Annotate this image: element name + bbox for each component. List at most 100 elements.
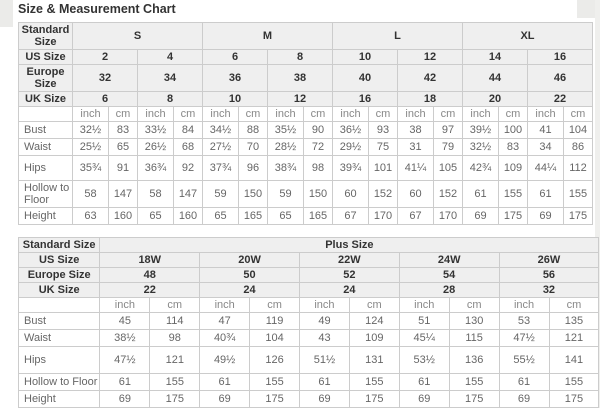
measurement-value-cell: 135 xyxy=(548,312,600,330)
unit-cell-cm: cm xyxy=(303,106,333,122)
measurement-value-cell: 55½ xyxy=(498,346,550,374)
size-group-cell: L xyxy=(332,22,463,50)
measurement-value-cell: 61 xyxy=(199,373,251,391)
measurement-value-cell: 32½ xyxy=(462,138,499,156)
unit-cell-cm: cm xyxy=(238,106,268,122)
measurement-value-cell: 90 xyxy=(303,121,333,139)
measurement-value-cell: 79 xyxy=(433,138,463,156)
measurement-value-cell: 61 xyxy=(498,373,550,391)
measurement-value-cell: 69 xyxy=(398,390,450,408)
size-value-cell: 24 xyxy=(199,282,300,298)
size-value-cell: 16 xyxy=(527,49,593,65)
size-value-cell: 10 xyxy=(332,49,398,65)
measurement-value-cell: 61 xyxy=(462,180,499,208)
measurement-value-cell: 38 xyxy=(397,121,434,139)
size-group-cell: XL xyxy=(462,22,593,50)
size-row-label: Europe Size xyxy=(18,64,73,92)
measurement-value-cell: 136 xyxy=(448,346,500,374)
unit-cell-cm: cm xyxy=(249,297,300,313)
measurement-value-cell: 34½ xyxy=(202,121,239,139)
measurement-value-cell: 36¾ xyxy=(137,155,174,181)
measurement-row: Waist 25½ 65 26½ 68 27½ 70 28½ 72 29½ 75 31 79 32½ 83 3… xyxy=(18,138,593,156)
measurement-value-cell: 152 xyxy=(433,180,463,208)
measurement-value-cell: 60 xyxy=(332,180,369,208)
unit-cell-cm: cm xyxy=(368,106,398,122)
size-value-cell: 8 xyxy=(137,91,203,107)
measurement-label: Waist xyxy=(18,138,73,156)
measurement-label: Hollow to Floor xyxy=(18,180,73,208)
measurement-value-cell: 65 xyxy=(202,207,239,225)
measurement-value-cell: 119 xyxy=(249,312,300,330)
size-row: Europe Size 32 34 36 38 40 42 44 46 xyxy=(18,64,593,92)
measurement-value-cell: 114 xyxy=(149,312,201,330)
measurement-value-cell: 93 xyxy=(368,121,398,139)
size-value-cell: 10 xyxy=(202,91,268,107)
measurement-value-cell: 147 xyxy=(108,180,138,208)
measurement-value-cell: 100 xyxy=(498,121,528,139)
measurement-value-cell: 91 xyxy=(108,155,138,181)
measurement-value-cell: 36½ xyxy=(332,121,369,139)
size-value-cell: 4 xyxy=(137,49,203,65)
measurement-row: Bust 32½ 83 33½ 84 34½ 88 35½ 90 36½ 93 38 97 39½ 100 4… xyxy=(18,121,593,139)
measurement-value-cell: 27½ xyxy=(202,138,239,156)
measurement-value-cell: 59 xyxy=(267,180,304,208)
corner-label-cell: Standard Size xyxy=(17,237,101,253)
size-value-cell: 32 xyxy=(498,282,600,298)
unit-row: inch cm inch cm inch cm inch cm inch cm inch cm inch… xyxy=(18,106,593,122)
size-value-cell: 16 xyxy=(332,91,398,107)
measurement-value-cell: 49 xyxy=(298,312,350,330)
measurement-row: Hollow to Floor 58 147 58 147 59 150 59 150 60 152… xyxy=(18,180,593,208)
unit-cell-inch: inch xyxy=(137,106,174,122)
unit-cell-cm: cm xyxy=(173,106,203,122)
size-value-cell: 22 xyxy=(99,282,201,298)
unit-cell-cm: cm xyxy=(448,297,500,313)
measurement-label: Height xyxy=(18,207,73,225)
size-value-cell: 22 xyxy=(527,91,593,107)
measurement-value-cell: 150 xyxy=(238,180,268,208)
measurement-value-cell: 98 xyxy=(303,155,333,181)
measurement-row: Hips 47½ 121 49½ 126 51½ 131 53½ 136 55½ 141 xyxy=(17,346,600,374)
measurement-value-cell: 96 xyxy=(238,155,268,181)
measurement-value-cell: 175 xyxy=(448,390,500,408)
measurement-value-cell: 42¾ xyxy=(462,155,499,181)
measurement-value-cell: 175 xyxy=(498,207,528,225)
size-value-cell: 2 xyxy=(72,49,138,65)
unit-cell-cm: cm xyxy=(108,106,138,122)
measurement-value-cell: 43 xyxy=(298,329,350,347)
measurement-value-cell: 104 xyxy=(249,329,300,347)
unit-cell-cm: cm xyxy=(149,297,201,313)
measurement-value-cell: 41¼ xyxy=(397,155,434,181)
measurement-row: Waist 38½ 98 40¾ 104 43 109 45¼ 115 47½ 121 xyxy=(17,329,600,347)
size-value-cell: 52 xyxy=(298,267,400,283)
measurement-value-cell: 88 xyxy=(238,121,268,139)
measurement-value-cell: 61 xyxy=(527,180,564,208)
measurement-value-cell: 29½ xyxy=(332,138,369,156)
size-row: UK Size 22 24 24 28 32 xyxy=(17,282,600,298)
measurement-value-cell: 152 xyxy=(368,180,398,208)
size-value-cell: 36 xyxy=(202,64,268,92)
size-value-cell: 12 xyxy=(267,91,333,107)
measurement-label: Hips xyxy=(17,346,101,374)
unit-cell-cm: cm xyxy=(563,106,593,122)
size-value-cell: 6 xyxy=(202,49,268,65)
corner-label-cell: Standard Size xyxy=(18,22,73,50)
measurement-value-cell: 109 xyxy=(348,329,400,347)
unit-cell-inch: inch xyxy=(298,297,350,313)
page-title: Size & Measurement Chart xyxy=(18,2,176,16)
size-row-label: UK Size xyxy=(18,91,73,107)
measurement-label: Hollow to Floor xyxy=(17,373,101,391)
measurement-value-cell: 83 xyxy=(498,138,528,156)
size-group-row: Standard Size S M L XL xyxy=(18,22,593,50)
measurement-label: Bust xyxy=(17,312,101,330)
measurement-value-cell: 155 xyxy=(348,373,400,391)
measurement-value-cell: 58 xyxy=(72,180,109,208)
measurement-value-cell: 39½ xyxy=(462,121,499,139)
page-edge-top-left xyxy=(0,0,13,27)
measurement-value-cell: 124 xyxy=(348,312,400,330)
measurement-value-cell: 53½ xyxy=(398,346,450,374)
size-value-cell: 24 xyxy=(298,282,400,298)
measurement-value-cell: 75 xyxy=(368,138,398,156)
measurement-value-cell: 65 xyxy=(137,207,174,225)
unit-cell-inch: inch xyxy=(462,106,499,122)
size-value-cell: 22W xyxy=(298,252,400,268)
